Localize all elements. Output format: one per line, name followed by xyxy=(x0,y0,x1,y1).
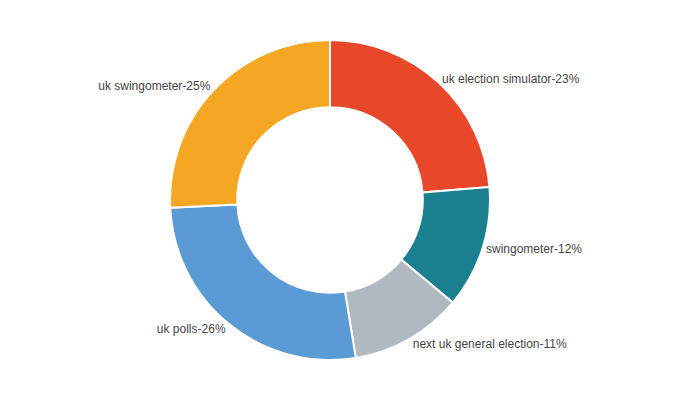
svg-text:uk election simulator-23%: uk election simulator-23% xyxy=(442,72,580,86)
svg-text:uk swingometer-25%: uk swingometer-25% xyxy=(98,79,210,93)
svg-text:next uk general election-11%: next uk general election-11% xyxy=(413,337,567,351)
svg-text:uk polls-26%: uk polls-26% xyxy=(157,322,226,336)
svg-text:swingometer-12%: swingometer-12% xyxy=(486,242,582,256)
